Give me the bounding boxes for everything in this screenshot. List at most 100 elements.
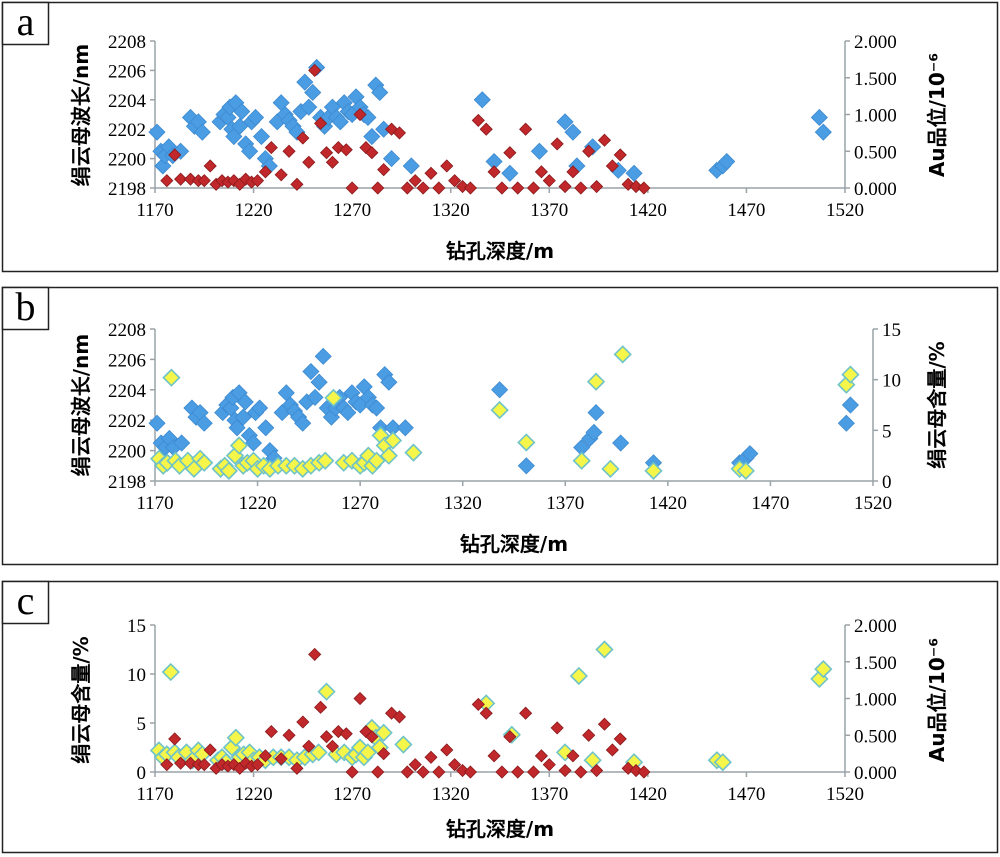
data-point (296, 131, 310, 145)
left-y-tick-label: 2206 (108, 350, 146, 371)
data-point (234, 408, 252, 426)
data-point (448, 758, 462, 772)
series-0 (148, 58, 832, 182)
data-point (517, 457, 535, 475)
data-point (353, 691, 367, 706)
data-point (319, 730, 334, 744)
data-point (534, 749, 548, 763)
data-point (613, 345, 632, 364)
x-tick-label: 1270 (333, 784, 371, 805)
data-point (371, 83, 389, 102)
data-point (424, 166, 438, 180)
data-point (371, 765, 385, 779)
data-point (282, 144, 296, 158)
data-point (517, 433, 536, 452)
data-point (511, 181, 525, 195)
left-y-tick-label: 2198 (108, 472, 146, 493)
data-point (574, 181, 588, 195)
data-point (310, 373, 328, 391)
left-y-tick-label: 2204 (108, 381, 147, 402)
data-point (440, 159, 454, 173)
data-point (741, 445, 759, 463)
data-point (345, 765, 359, 779)
data-point (810, 108, 828, 127)
right-y-tick-label: 0.000 (854, 179, 897, 200)
x-tick-label: 1520 (826, 784, 864, 805)
data-point (339, 404, 357, 422)
data-point (566, 749, 580, 763)
left-y-tick-label: 15 (127, 616, 146, 637)
data-point (542, 174, 556, 188)
x-tick-label: 1420 (629, 200, 667, 221)
data-point (490, 400, 509, 420)
data-point (637, 765, 651, 779)
data-point (317, 682, 336, 701)
x-tick-label: 1170 (136, 784, 173, 805)
data-point (308, 647, 322, 661)
x-tick-label: 1320 (432, 784, 470, 805)
data-point (173, 434, 191, 452)
chart-panel-a: a 1170 1220 1270 1320 1370 1420 1470 1520 2198 220… (1, 0, 999, 273)
x-tick-label: 1320 (444, 493, 482, 514)
data-point (302, 739, 316, 753)
data-point (339, 727, 353, 741)
data-point (197, 174, 211, 188)
data-point (219, 461, 238, 480)
x-tick-label: 1170 (136, 493, 173, 514)
data-point (363, 127, 381, 146)
data-point (324, 388, 343, 408)
data-point (487, 165, 501, 179)
left-y-axis-title: 绢云母含量/% (69, 636, 93, 763)
data-point (605, 159, 619, 173)
data-point (161, 662, 180, 682)
right-y-tick-label: 2.000 (854, 32, 897, 53)
data-point (282, 728, 296, 742)
left-y-tick-label: 5 (137, 714, 147, 735)
data-point (595, 640, 614, 659)
data-point (314, 116, 328, 130)
series-0 (149, 640, 833, 772)
right-y-axis-title: Au品位/10⁻⁶ (925, 638, 949, 762)
data-point (319, 146, 334, 160)
data-point (440, 743, 454, 757)
data-point (203, 743, 217, 757)
data-point (160, 758, 174, 772)
panel-label-box (1, 1, 50, 46)
data-point (400, 765, 414, 779)
data-point (195, 453, 214, 472)
data-point (491, 381, 509, 399)
data-point (501, 164, 519, 182)
x-tick-label: 1370 (530, 200, 568, 221)
data-point (597, 133, 612, 147)
data-point (495, 181, 509, 195)
data-point (252, 127, 271, 146)
data-point (193, 123, 211, 141)
x-tick-label: 1270 (341, 493, 379, 514)
data-point (479, 122, 493, 136)
chart-panel-c: c 1170 1220 1270 1320 1370 1420 1470 1520 0 5 10 15 0… (1, 578, 999, 854)
data-point (487, 749, 501, 763)
data-point (264, 141, 278, 155)
panel-frame (1, 1, 999, 273)
x-tick-label: 1370 (530, 784, 568, 805)
data-point (251, 399, 269, 417)
data-point (195, 414, 213, 432)
data-point (316, 451, 335, 470)
data-point (308, 63, 322, 77)
data-point (408, 758, 422, 772)
data-point (258, 749, 272, 763)
left-y-tick-label: 2204 (108, 91, 147, 112)
right-y-tick-label: 1.000 (854, 106, 897, 127)
x-tick-label: 1420 (649, 493, 687, 514)
data-point (718, 152, 736, 171)
data-point (569, 666, 588, 686)
data-point (365, 730, 379, 744)
data-point (605, 743, 619, 757)
x-tick-label: 1270 (333, 200, 371, 221)
right-y-tick-label: 0 (882, 472, 892, 493)
data-point (564, 123, 582, 141)
data-point (394, 735, 413, 754)
panel-label: b (16, 284, 36, 329)
x-tick-label: 1220 (235, 200, 273, 221)
